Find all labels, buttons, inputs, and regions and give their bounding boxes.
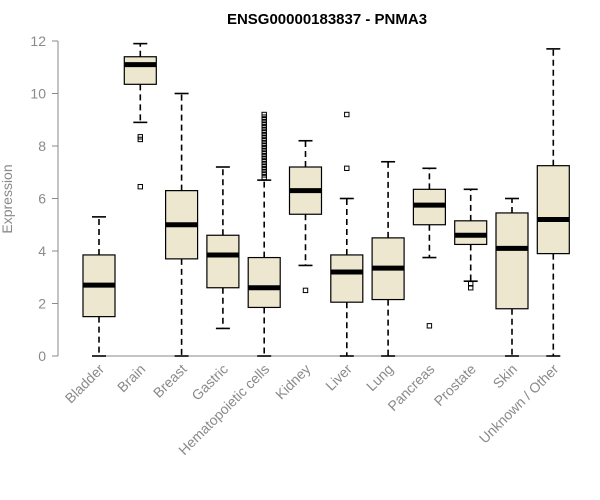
iqr-box (495, 212, 529, 310)
y-tick-label: 6 (38, 191, 46, 207)
x-tick-label: Liver (322, 361, 355, 394)
x-tick-label: Prostate (431, 361, 479, 409)
x-tick-label: Lung (363, 361, 396, 394)
box-bladder (82, 216, 116, 357)
outlier-point (137, 134, 144, 140)
iqr-box (330, 254, 364, 303)
x-tick-label: Bladder (62, 361, 108, 407)
iqr-box (247, 256, 281, 309)
y-tick-label: 0 (38, 348, 46, 364)
y-tick-label: 8 (38, 138, 46, 154)
outlier-point (468, 281, 474, 287)
y-tick-label: 2 (38, 296, 46, 312)
box-prostate (454, 188, 488, 291)
box-liver (330, 111, 364, 357)
box-breast (165, 92, 199, 357)
x-tick-label: Breast (150, 361, 190, 401)
y-axis-label: Expression (0, 164, 15, 233)
box-hematopoietic-cells (247, 111, 281, 357)
boxes-layer (82, 42, 570, 357)
iqr-box (123, 56, 157, 85)
outlier-point (137, 183, 144, 190)
x-tick-label: Skin (490, 361, 521, 392)
iqr-box (536, 165, 570, 255)
box-lung (371, 160, 405, 357)
y-tick-label: 10 (30, 86, 46, 102)
y-tick-label: 12 (30, 33, 46, 49)
iqr-box (454, 220, 488, 246)
box-brain (123, 42, 157, 190)
chart-title: ENSG00000183837 - PNMA3 (227, 11, 427, 28)
box-kidney (288, 139, 323, 294)
outlier-point (344, 111, 350, 118)
iqr-box (206, 234, 240, 289)
outlier-point (344, 165, 350, 172)
box-pancreas (412, 167, 446, 329)
box-skin (495, 197, 529, 357)
outlier-point (261, 111, 267, 118)
outlier-point (426, 323, 433, 329)
box-unknown-other (536, 48, 570, 357)
x-tick-label: Kidney (272, 361, 314, 403)
x-tick-label: Brain (114, 361, 148, 395)
outlier-point (302, 287, 309, 294)
y-tick-label: 4 (38, 243, 46, 259)
box-gastric (206, 166, 240, 330)
